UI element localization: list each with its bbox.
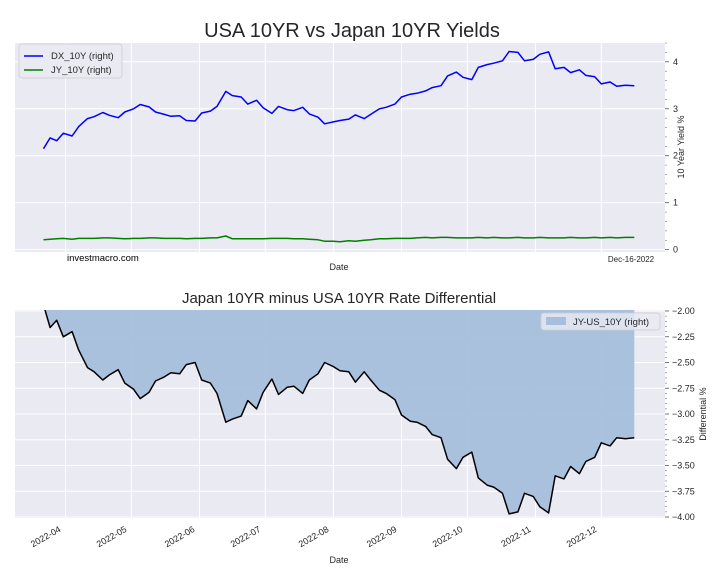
top-series [42, 50, 635, 243]
top-chart-axes: 0 1 2 3 4 [15, 42, 678, 255]
differential-line [44, 310, 635, 515]
bottom-y-tick-label: −2.75 [672, 383, 695, 393]
bottom-y-tick-label: −4.00 [672, 512, 695, 522]
bottom-y-axis-label: Differential % [698, 387, 708, 440]
bottom-x-axis-label: Date [329, 555, 348, 565]
top-y-tick-label: 4 [673, 57, 678, 67]
bottom-y-tick-label: −3.50 [672, 461, 695, 471]
bottom-x-tick-label: 2022-10 [431, 524, 465, 549]
bottom-x-tick-label: 2022-08 [297, 524, 331, 549]
top-legend-box [18, 43, 123, 79]
top-y-tick-label: 3 [673, 104, 678, 114]
watermark: investmacro.com [67, 253, 139, 264]
bottom-legend: JY-US_10Y (right) [540, 312, 661, 331]
bottom-x-tick-label: 2022-11 [499, 524, 532, 549]
top-grid [15, 43, 665, 252]
bottom-chart-title: Japan 10YR minus USA 10YR Rate Different… [182, 290, 496, 307]
bottom-x-tick-label: 2022-05 [95, 524, 129, 549]
top-y-axis-label: 10 Year Yield % [676, 115, 686, 178]
bottom-x-tick-label: 2022-12 [565, 524, 599, 549]
bottom-y-tick-label: −3.25 [672, 435, 695, 445]
bottom-x-tick-label: 2022-07 [229, 524, 263, 549]
bottom-y-tick-label: −2.25 [672, 332, 695, 342]
legend-label-dx-10y: DX_10Y (right) [51, 51, 114, 62]
bottom-y-ticks: −2.00 −2.25 −2.50 −2.75 −3.00 −3.25 −3.50 −3.75… [665, 306, 695, 522]
bottom-x-tick-label: 2022-09 [365, 524, 399, 549]
bottom-y-tick-label: −3.00 [672, 409, 695, 419]
top-legend: DX_10Y (right) JY_10Y (right) [18, 43, 123, 79]
top-y-tick-label: 2 [673, 151, 678, 161]
bottom-legend-box [540, 312, 661, 331]
bottom-y-tick-label: −3.75 [672, 486, 695, 496]
bottom-y-tick-label: −2.50 [672, 358, 695, 368]
bottom-x-tick-label: 2022-04 [29, 524, 63, 549]
bottom-y-tick-label: −2.00 [672, 306, 695, 316]
jy-10y-line [43, 235, 635, 243]
legend-label-jy-us-10y: JY-US_10Y (right) [573, 317, 649, 328]
legend-swatch-jy-us-10y [546, 317, 566, 325]
top-x-axis-label: Date [329, 262, 348, 272]
top-y-ticks: 0 1 2 3 4 [665, 42, 678, 255]
bottom-series [44, 310, 635, 515]
legend-label-jy-10y: JY_10Y (right) [51, 65, 112, 76]
bottom-x-ticks: 2022-04 2022-05 2022-06 2022-07 2022-08 2022-… [29, 524, 598, 549]
date-stamp: Dec-16-2022 [608, 255, 655, 264]
top-plot-area [15, 43, 665, 252]
differential-area [45, 310, 635, 514]
bottom-x-tick-label: 2022-06 [163, 524, 197, 549]
top-y-tick-label: 1 [673, 198, 678, 208]
top-chart-title: USA 10YR vs Japan 10YR Yields [204, 20, 500, 42]
dx-10y-line [42, 50, 635, 150]
top-y-tick-label: 0 [673, 245, 678, 255]
